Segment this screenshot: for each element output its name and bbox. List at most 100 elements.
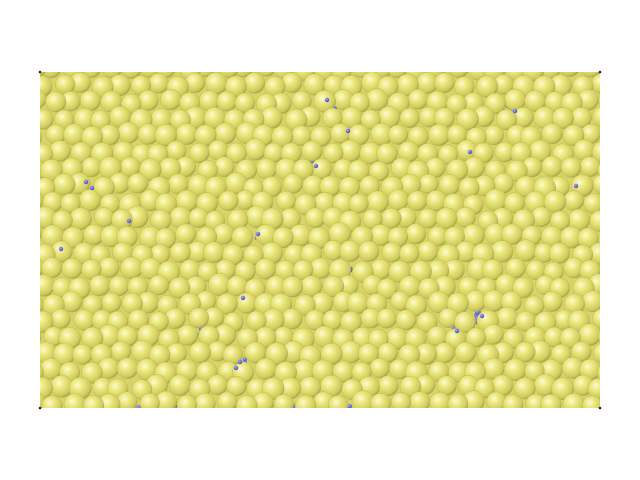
large-yellow-sphere bbox=[514, 341, 536, 363]
large-yellow-sphere bbox=[301, 140, 323, 162]
large-yellow-sphere bbox=[207, 374, 228, 396]
large-yellow-sphere bbox=[101, 292, 122, 313]
large-yellow-sphere bbox=[504, 192, 526, 214]
large-yellow-sphere bbox=[61, 258, 83, 279]
large-yellow-sphere bbox=[512, 277, 534, 299]
large-yellow-sphere bbox=[562, 393, 586, 408]
box-corner-markers bbox=[38, 70, 602, 410]
large-yellow-sphere bbox=[589, 209, 600, 232]
large-yellow-sphere bbox=[41, 72, 61, 79]
large-yellow-sphere bbox=[407, 126, 429, 147]
large-yellow-sphere bbox=[551, 377, 575, 401]
small-blue-sphere bbox=[233, 365, 239, 371]
large-yellow-sphere bbox=[502, 394, 524, 408]
large-yellow-sphere bbox=[407, 190, 428, 212]
large-yellow-sphere bbox=[295, 394, 317, 408]
large-yellow-sphere bbox=[194, 392, 216, 408]
small-blue-sphere bbox=[89, 185, 95, 191]
large-yellow-sphere bbox=[45, 91, 67, 113]
large-yellow-sphere bbox=[117, 121, 140, 144]
large-yellow-sphere bbox=[399, 107, 420, 128]
large-yellow-sphere bbox=[348, 193, 369, 214]
large-yellow-sphere bbox=[40, 109, 54, 130]
large-yellow-sphere bbox=[168, 374, 191, 397]
large-yellow-sphere bbox=[323, 142, 344, 164]
large-yellow-sphere bbox=[446, 93, 467, 115]
large-yellow-sphere bbox=[592, 106, 600, 128]
box-corner-marker bbox=[38, 70, 42, 74]
large-yellow-sphere bbox=[116, 357, 139, 379]
small-blue-sphere bbox=[237, 359, 243, 365]
large-yellow-sphere bbox=[235, 292, 258, 314]
large-yellow-sphere bbox=[456, 107, 479, 131]
large-yellow-sphere bbox=[40, 331, 42, 342]
large-yellow-sphere bbox=[376, 278, 398, 300]
small-blue-sphere bbox=[255, 231, 261, 237]
large-yellow-sphere bbox=[231, 226, 254, 248]
large-yellow-sphere bbox=[449, 72, 469, 78]
large-yellow-sphere bbox=[148, 73, 169, 94]
large-yellow-sphere bbox=[593, 343, 600, 363]
large-yellow-sphere bbox=[40, 131, 42, 144]
large-yellow-sphere bbox=[598, 330, 600, 343]
large-yellow-sphere bbox=[81, 361, 103, 384]
large-yellow-sphere bbox=[282, 173, 303, 194]
large-yellow-sphere bbox=[541, 155, 563, 177]
large-yellow-sphere bbox=[61, 290, 83, 313]
large-yellow-sphere bbox=[160, 88, 182, 111]
large-yellow-sphere bbox=[592, 308, 600, 329]
large-yellow-sphere bbox=[370, 393, 392, 408]
small-blue-sphere bbox=[512, 108, 518, 114]
small-blue-sphere bbox=[479, 313, 485, 319]
large-yellow-sphere bbox=[560, 157, 582, 178]
large-yellow-sphere bbox=[381, 242, 403, 263]
large-yellow-sphere bbox=[60, 193, 81, 214]
large-yellow-sphere bbox=[203, 241, 225, 264]
large-yellow-sphere bbox=[579, 156, 600, 178]
large-yellow-sphere bbox=[601, 124, 622, 145]
large-yellow-sphere bbox=[63, 393, 86, 408]
large-yellow-sphere bbox=[40, 192, 44, 208]
large-yellow-sphere bbox=[559, 327, 581, 349]
large-yellow-sphere bbox=[148, 274, 170, 296]
large-yellow-sphere bbox=[369, 357, 390, 379]
large-yellow-sphere bbox=[328, 395, 349, 408]
large-yellow-sphere bbox=[188, 142, 210, 164]
large-yellow-sphere bbox=[598, 95, 600, 106]
large-yellow-sphere bbox=[94, 207, 115, 228]
large-yellow-sphere bbox=[40, 364, 44, 381]
large-yellow-sphere bbox=[417, 240, 439, 262]
large-yellow-sphere bbox=[601, 295, 621, 315]
large-yellow-sphere bbox=[391, 392, 411, 408]
large-yellow-sphere bbox=[405, 223, 427, 245]
large-yellow-sphere bbox=[52, 173, 76, 196]
large-yellow-sphere bbox=[217, 391, 238, 408]
large-yellow-sphere bbox=[483, 323, 504, 345]
large-yellow-sphere bbox=[466, 327, 487, 348]
large-yellow-sphere bbox=[139, 393, 160, 408]
small-blue-sphere bbox=[126, 218, 132, 224]
large-yellow-sphere bbox=[597, 163, 600, 178]
large-yellow-sphere bbox=[495, 306, 519, 329]
large-yellow-sphere bbox=[360, 109, 381, 130]
small-blue-sphere bbox=[324, 97, 330, 103]
large-yellow-sphere bbox=[292, 158, 314, 180]
large-yellow-sphere bbox=[168, 277, 191, 299]
large-yellow-sphere bbox=[524, 295, 545, 316]
large-yellow-sphere bbox=[583, 193, 600, 214]
small-blue-sphere bbox=[454, 328, 460, 334]
box-corner-marker bbox=[38, 406, 42, 410]
large-yellow-sphere bbox=[598, 398, 600, 408]
large-yellow-sphere bbox=[427, 123, 451, 146]
large-yellow-sphere bbox=[226, 376, 247, 397]
small-blue-sphere bbox=[347, 404, 352, 408]
large-yellow-sphere bbox=[453, 76, 475, 97]
large-yellow-sphere bbox=[416, 311, 438, 333]
large-yellow-sphere bbox=[447, 393, 469, 408]
large-yellow-sphere bbox=[434, 72, 455, 93]
large-yellow-sphere bbox=[154, 123, 178, 147]
large-yellow-sphere bbox=[255, 158, 277, 180]
box-corner-marker bbox=[598, 406, 602, 410]
